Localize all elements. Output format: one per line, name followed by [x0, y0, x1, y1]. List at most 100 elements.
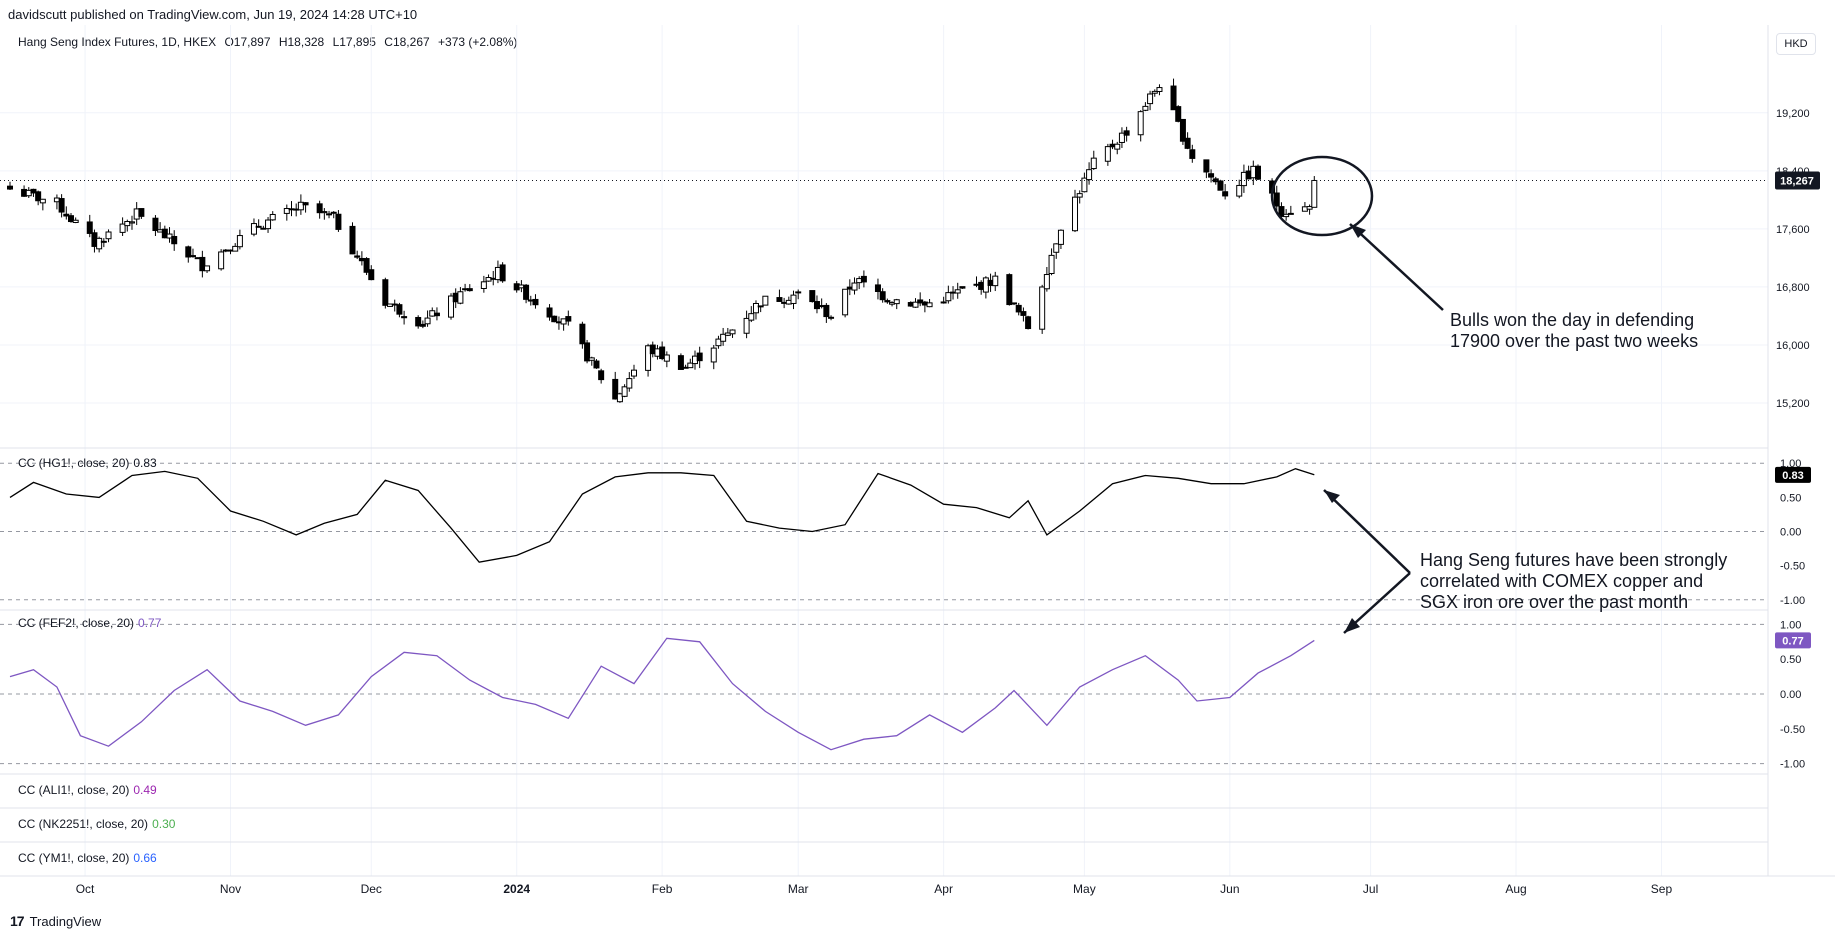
- candle-body[interactable]: [218, 251, 225, 270]
- candle-body[interactable]: [893, 299, 900, 305]
- candle-body[interactable]: [35, 191, 42, 202]
- candle-body[interactable]: [119, 223, 126, 233]
- candle-body[interactable]: [265, 219, 272, 230]
- candle-body[interactable]: [138, 208, 145, 217]
- candle-body[interactable]: [1048, 254, 1055, 275]
- candle-body[interactable]: [748, 313, 755, 321]
- candle-body[interactable]: [720, 333, 727, 342]
- candle-body[interactable]: [1283, 213, 1290, 218]
- candle-body[interactable]: [598, 370, 605, 381]
- candle-body[interactable]: [283, 208, 290, 214]
- candle-body[interactable]: [321, 211, 328, 214]
- candle-body[interactable]: [696, 352, 703, 362]
- candle-body[interactable]: [757, 305, 764, 308]
- candle-body[interactable]: [30, 188, 37, 194]
- candle-body[interactable]: [551, 315, 558, 323]
- candle-body[interactable]: [645, 345, 652, 371]
- candle-body[interactable]: [335, 213, 342, 230]
- candle-body[interactable]: [199, 256, 206, 272]
- candle-body[interactable]: [743, 317, 750, 334]
- bulls-arrow-line[interactable]: [1349, 223, 1444, 311]
- candle-body[interactable]: [1203, 159, 1210, 173]
- candle-body[interactable]: [1156, 87, 1163, 92]
- candle-body[interactable]: [330, 211, 337, 214]
- candle-body[interactable]: [926, 302, 933, 308]
- candle-body[interactable]: [565, 316, 572, 322]
- candle-body[interactable]: [499, 264, 506, 282]
- candle-body[interactable]: [401, 316, 408, 319]
- candle-body[interactable]: [1179, 118, 1186, 142]
- candle-body[interactable]: [842, 288, 849, 316]
- candle-body[interactable]: [1137, 111, 1144, 136]
- candle-body[interactable]: [1175, 106, 1182, 122]
- candle-body[interactable]: [161, 228, 168, 239]
- candle-body[interactable]: [1039, 286, 1046, 330]
- candle-body[interactable]: [616, 393, 623, 403]
- candle-body[interactable]: [363, 258, 370, 273]
- candle-body[interactable]: [612, 378, 619, 400]
- candle-body[interactable]: [945, 292, 952, 302]
- candle-body[interactable]: [124, 221, 131, 227]
- candle-body[interactable]: [457, 291, 464, 304]
- candle-body[interactable]: [269, 213, 276, 221]
- candle-body[interactable]: [588, 357, 595, 361]
- candle-body[interactable]: [1025, 316, 1032, 330]
- candle-body[interactable]: [1184, 137, 1191, 149]
- candle-body[interactable]: [917, 299, 924, 304]
- candle-body[interactable]: [1278, 206, 1285, 217]
- candle-body[interactable]: [105, 231, 112, 240]
- candle-body[interactable]: [1090, 157, 1097, 170]
- candle-body[interactable]: [1072, 196, 1079, 232]
- ym-legend[interactable]: CC (YM1!, close, 20) 0.66: [18, 851, 157, 865]
- candle-body[interactable]: [677, 355, 684, 370]
- candle-body[interactable]: [185, 246, 192, 258]
- candle-body[interactable]: [368, 269, 375, 281]
- candle-body[interactable]: [954, 289, 961, 294]
- candle-body[interactable]: [1081, 177, 1088, 193]
- candle-body[interactable]: [1057, 229, 1064, 245]
- candle-body[interactable]: [790, 294, 797, 304]
- candle-body[interactable]: [874, 284, 881, 292]
- candle-body[interactable]: [795, 291, 802, 294]
- candle-body[interactable]: [1118, 132, 1125, 143]
- candle-body[interactable]: [912, 301, 919, 308]
- candle-body[interactable]: [579, 323, 586, 345]
- candle-body[interactable]: [823, 304, 830, 318]
- candle-body[interactable]: [1236, 184, 1243, 197]
- candle-body[interactable]: [1086, 169, 1093, 181]
- candle-body[interactable]: [302, 202, 309, 206]
- candle-body[interactable]: [752, 302, 759, 314]
- candle-body[interactable]: [354, 255, 361, 258]
- candle-body[interactable]: [1170, 85, 1177, 111]
- candle-body[interactable]: [39, 198, 46, 204]
- candle-body[interactable]: [940, 301, 947, 304]
- candlestick-series[interactable]: [7, 78, 1318, 403]
- candle-body[interactable]: [86, 221, 93, 234]
- candle-body[interactable]: [879, 291, 886, 301]
- candle-body[interactable]: [1104, 146, 1111, 162]
- candle-body[interactable]: [1020, 311, 1027, 316]
- fef-correlation-line[interactable]: [9, 637, 1315, 751]
- candle-body[interactable]: [72, 219, 79, 224]
- candle-body[interactable]: [433, 312, 440, 317]
- candle-body[interactable]: [152, 217, 159, 232]
- candle-body[interactable]: [67, 215, 74, 223]
- candle-body[interactable]: [776, 297, 783, 302]
- candle-body[interactable]: [396, 304, 403, 315]
- candle-body[interactable]: [621, 386, 628, 397]
- candle-body[interactable]: [626, 378, 633, 389]
- annotation-drawings[interactable]: [1270, 155, 1444, 634]
- candle-body[interactable]: [448, 295, 455, 318]
- candle-body[interactable]: [7, 185, 13, 190]
- candle-body[interactable]: [1147, 93, 1154, 105]
- candle-body[interactable]: [255, 225, 262, 228]
- candle-body[interactable]: [316, 203, 323, 214]
- hg-correlation-line[interactable]: [9, 468, 1315, 563]
- candle-body[interactable]: [828, 316, 835, 319]
- candle-body[interactable]: [96, 237, 103, 250]
- candle-body[interactable]: [729, 329, 736, 335]
- candle-body[interactable]: [663, 354, 670, 362]
- candle-body[interactable]: [710, 347, 717, 363]
- candle-body[interactable]: [523, 284, 530, 300]
